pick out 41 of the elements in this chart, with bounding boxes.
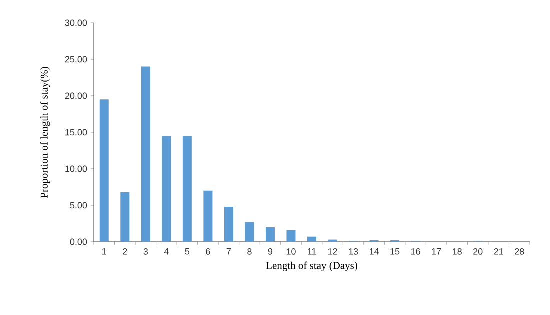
x-tick-label: 21: [494, 248, 504, 255]
x-tick-label: 4: [164, 248, 169, 255]
x-tick-label: 7: [226, 248, 231, 255]
x-tick-label: 3: [144, 248, 148, 255]
x-tick-label: 9: [268, 248, 273, 255]
x-axis-title: Length of stay (Days): [266, 262, 358, 272]
y-tick-label: 5.00: [70, 202, 88, 209]
bar: [141, 66, 150, 242]
x-tick-label: 2: [123, 248, 128, 255]
x-tick-label: 1: [102, 248, 106, 255]
x-tick-label: 6: [206, 248, 210, 255]
y-tick-label: 25.00: [65, 56, 88, 63]
y-tick-label: 10.00: [66, 166, 88, 172]
x-tick-label: 10: [286, 248, 296, 255]
x-tick-label: 20: [474, 248, 483, 255]
bar: [286, 230, 296, 242]
y-tick-label: 15.00: [66, 129, 88, 136]
x-tick-label: 5: [185, 248, 190, 255]
bar: [266, 227, 275, 242]
y-tick-label: 0.00: [70, 238, 88, 246]
x-tick-label: 14: [370, 248, 380, 255]
x-tick-label: 12: [328, 248, 338, 255]
bar: [120, 192, 130, 242]
bar: [182, 136, 192, 242]
bar: [162, 136, 172, 242]
bar: [204, 190, 213, 242]
bar: [224, 206, 234, 242]
x-tick-label: 17: [432, 248, 442, 255]
bar: [245, 222, 254, 242]
x-tick-label: 18: [453, 248, 462, 255]
x-tick-label: 15: [390, 248, 400, 255]
bar: [100, 100, 109, 242]
x-tick-label: 11: [308, 248, 316, 255]
x-tick-label: 8: [248, 248, 252, 255]
x-tick-label: 16: [411, 248, 420, 255]
y-axis-title: Proportion of length of stay(%): [40, 67, 50, 198]
x-tick-label: 28: [515, 248, 524, 255]
bar: [308, 236, 316, 242]
y-tick-label: 30.00: [65, 20, 88, 26]
y-tick-label: 20.00: [65, 92, 88, 100]
x-tick-label: 13: [349, 248, 358, 255]
